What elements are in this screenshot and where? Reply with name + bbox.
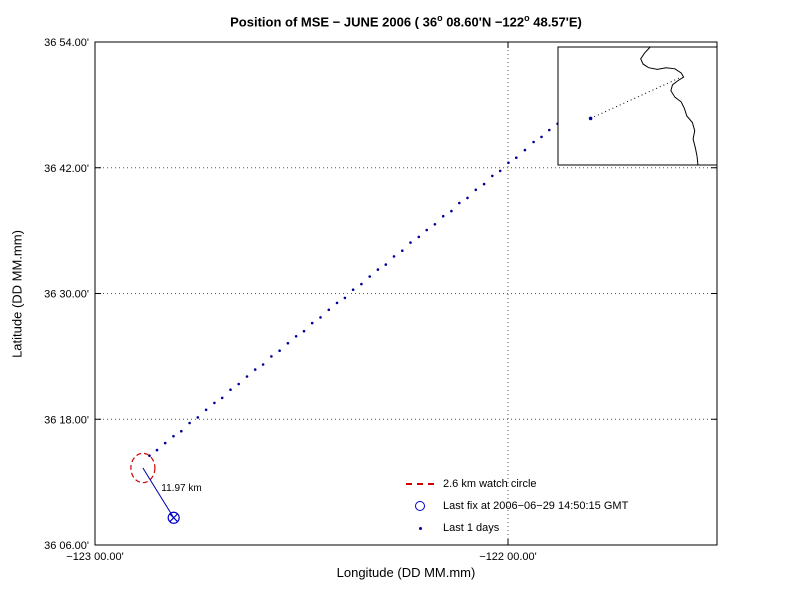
track-dot [310, 321, 314, 325]
track-dot [294, 335, 298, 338]
drift-distance-label: 11.97 km [161, 483, 201, 494]
y-tick-label: 36 30.00' [44, 289, 89, 301]
inset-border [557, 46, 718, 166]
track-dot-icon-shape [418, 526, 422, 530]
track-dot [188, 421, 191, 425]
track-dot [540, 135, 543, 139]
last-fix-marker-icon-shape [415, 501, 425, 511]
y-tick-label: 36 06.00' [44, 540, 89, 552]
track-dot [343, 296, 347, 300]
track-dot [319, 316, 322, 319]
track-dot-icon [405, 526, 435, 530]
track-dot [384, 263, 388, 266]
axes: −123 00.00' −122 00.00' 36 54.00' 36 42.00'… [44, 37, 718, 563]
track-dot [466, 196, 469, 200]
chart-title: Position of MSE − JUNE 2006 ( 36o 08.60'… [95, 13, 717, 29]
legend-label: Last 1 days [443, 522, 500, 534]
title-text: 48.57'E) [529, 14, 582, 30]
track-dot [491, 174, 494, 178]
track-dot [163, 441, 167, 445]
last-fix-x [169, 513, 179, 523]
y-axis-label: Latitude (DD MM.mm) [9, 230, 25, 358]
legend-item: Last 1 days [405, 517, 628, 539]
track-dot [261, 363, 265, 366]
drift-track-dots [148, 122, 559, 458]
watch-circle [130, 452, 156, 484]
watch-circle-swatch-shape [406, 483, 434, 485]
title-text: 08.60'N −122 [442, 14, 525, 30]
track-dot [376, 268, 380, 271]
track-dot [196, 416, 200, 419]
title-text: Position of MSE − JUNE 2006 ( 36 [230, 14, 438, 30]
y-tick-label: 36 18.00' [44, 414, 89, 426]
track-dot [417, 235, 421, 239]
track-dot [302, 329, 306, 333]
track-dot [474, 188, 478, 192]
track-dot [351, 288, 355, 292]
track-dot [548, 128, 551, 132]
track-dot [498, 169, 502, 173]
track-dot [425, 228, 429, 232]
track-dot [172, 434, 175, 438]
track-dot [507, 161, 510, 164]
y-tick-label: 36 42.00' [44, 163, 89, 175]
track-dot [458, 201, 461, 205]
track-dot [155, 448, 159, 452]
track-dot [523, 148, 527, 152]
last-fix-marker [167, 511, 180, 524]
last-fix-circle [167, 511, 180, 524]
last-fix-marker-icon [405, 501, 435, 511]
track-dot [335, 301, 339, 305]
track-dot [392, 255, 396, 258]
track-dot [220, 396, 224, 400]
coastline [640, 46, 699, 166]
title-degree-sup: o [437, 13, 443, 23]
inset-track [590, 76, 682, 119]
x-tick-label: −122 00.00' [479, 551, 536, 563]
track-dot [270, 355, 273, 358]
inset-buoy-dot [588, 116, 593, 121]
track-dot [482, 182, 486, 186]
track-dot [327, 308, 331, 312]
track-dot [441, 214, 445, 218]
watch-circle-swatch [405, 483, 435, 485]
track-dot [245, 375, 249, 378]
track-dot [204, 408, 208, 412]
title-degree-sup: o [524, 13, 530, 23]
track-dot [253, 368, 257, 371]
track-dot [213, 401, 216, 405]
legend-item: 2.6 km watch circle [405, 473, 628, 495]
legend: 2.6 km watch circle Last fix at 2006−06−2… [405, 473, 628, 539]
drift-line [142, 467, 175, 519]
track-dot [278, 349, 281, 353]
track-dot [409, 241, 412, 244]
legend-label: Last fix at 2006−06−29 14:50:15 GMT [443, 500, 629, 512]
track-dot [360, 282, 363, 286]
track-dot [515, 156, 518, 159]
track-dot [229, 388, 232, 392]
inset-map [557, 46, 718, 166]
track-dot [180, 429, 183, 433]
track-dot [286, 341, 290, 345]
legend-label: 2.6 km watch circle [443, 478, 537, 490]
track-dot [532, 140, 535, 144]
x-tick-label: −123 00.00' [66, 551, 123, 563]
y-tick-label: 36 54.00' [44, 37, 89, 49]
track-dot [433, 223, 437, 226]
legend-item: Last fix at 2006−06−29 14:50:15 GMT [405, 495, 628, 517]
track-dot [401, 249, 404, 252]
x-axis-label: Longitude (DD MM.mm) [336, 565, 476, 580]
track-dot [237, 382, 240, 386]
track-dot [368, 275, 372, 278]
track-dot [450, 209, 453, 213]
